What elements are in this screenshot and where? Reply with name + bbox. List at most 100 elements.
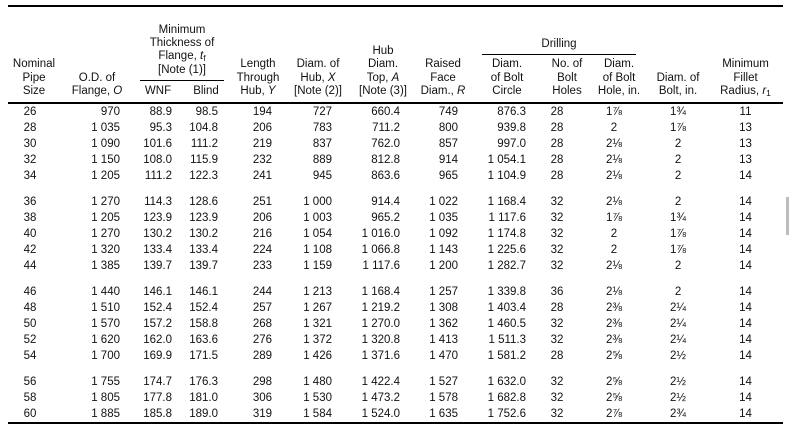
cell-blind: 128.6 [189, 196, 218, 208]
cell-od: 1 440 [91, 286, 120, 298]
cell-fillet_r: 14 [739, 302, 752, 314]
cell-od: 1 885 [91, 408, 120, 420]
cell-wnf: 130.2 [143, 228, 172, 240]
cell-raised_r: 1 308 [429, 302, 458, 314]
cell-length_y: 244 [252, 286, 272, 298]
cell-raised_r: 1 578 [429, 392, 458, 404]
table-header: Nominal Pipe Size O.D. of Flange, O Mini… [8, 6, 784, 104]
table-body: 26 970 88.9 98.5 194 727 660.4 749 876.3 28 1⅞ 1¾ 11… [8, 103, 783, 423]
cell-length_y: 206 [252, 122, 272, 134]
cell-blind: 104.8 [189, 122, 218, 134]
cell-blind: 111.2 [190, 138, 218, 150]
cell-raised_r: 1 022 [429, 196, 458, 208]
cell-bolt_hole: 1⅞ [606, 212, 622, 224]
variable-O: O [113, 84, 123, 97]
cell-bolt: 2¼ [670, 318, 687, 330]
cell-bolt_hole: 2⅜ [606, 302, 622, 314]
col-group-flange-thickness: Minimum Thickness of Flange, tf [Note (1… [134, 6, 230, 104]
cell-od: 1 270 [91, 196, 120, 208]
cell-size: 50 [23, 318, 37, 330]
cell-length_y: 251 [252, 196, 272, 208]
group-gap-cell [8, 274, 783, 284]
cell-bolt_holes: 28 [550, 170, 564, 182]
cell-blind: 146.1 [189, 286, 218, 298]
cell-hub_a: 1 422.4 [361, 376, 400, 388]
header-label: Hub Diam. Top, [366, 45, 399, 84]
cell-bolt_circle: 1 460.5 [487, 318, 526, 330]
cell-bolt_holes: 32 [550, 260, 564, 272]
cell-blind: 163.6 [189, 334, 218, 346]
cell-hub_x: 1 321 [303, 318, 332, 330]
cell-wnf: 111.2 [144, 170, 172, 182]
cell-wnf: 101.6 [143, 138, 172, 150]
cell-hub_a: 711.2 [372, 122, 400, 134]
cell-bolt_holes: 32 [550, 196, 564, 208]
cell-bolt: 2½ [670, 350, 687, 362]
cell-bolt: 1⅞ [670, 244, 687, 256]
cell-od: 1 510 [91, 302, 120, 314]
cell-bolt_hole: 1⅞ [606, 106, 622, 118]
table-row-nps-50: 50 1 570 157.2 158.8 268 1 321 1 270.0 1 362 1 4… [8, 316, 783, 332]
table-row-nps-44: 44 1 385 139.7 139.7 233 1 159 1 117.6 1 200 1 2… [8, 258, 783, 274]
cell-bolt_circle: 1 752.6 [487, 408, 526, 420]
cell-size: 32 [23, 154, 37, 166]
cell-bolt: 2 [674, 196, 682, 208]
cell-fillet_r: 14 [739, 286, 752, 298]
cell-length_y: 298 [252, 376, 272, 388]
cell-bolt_holes: 28 [550, 138, 564, 150]
cell-bolt: 2½ [670, 392, 687, 404]
cell-fillet_r: 13 [739, 122, 752, 134]
cell-hub_a: 1 473.2 [361, 392, 400, 404]
cell-fillet_r: 14 [739, 212, 752, 224]
scrollbar-fragment[interactable] [786, 197, 789, 235]
header-label: Diam. of Hub, [296, 58, 340, 84]
cell-hub_a: 762.0 [371, 138, 400, 150]
cell-bolt_circle: 1 581.2 [487, 350, 526, 362]
cell-fillet_r: 14 [739, 350, 752, 362]
cell-hub_a: 660.4 [371, 106, 400, 118]
table-row-nps-26: 26 970 88.9 98.5 194 727 660.4 749 876.3 28 1⅞ 1¾ 11 [8, 103, 783, 120]
cell-bolt_holes: 36 [550, 286, 564, 298]
cell-bolt_holes: 32 [550, 376, 564, 388]
cell-bolt_holes: 28 [550, 302, 564, 314]
cell-bolt_circle: 1 403.4 [487, 302, 526, 314]
cell-length_y: 289 [252, 350, 272, 362]
col-header-raised-face-diam: Raised Face Diam., R [416, 6, 470, 104]
group-gap-cell [8, 184, 783, 194]
header-label: Length Through Hub, [236, 58, 280, 97]
cell-wnf: 185.8 [143, 408, 172, 420]
cell-length_y: 219 [252, 138, 272, 150]
cell-raised_r: 800 [438, 122, 458, 134]
cell-blind: 152.4 [189, 302, 218, 314]
cell-wnf: 169.9 [143, 350, 172, 362]
cell-hub_a: 1 016.0 [361, 228, 400, 240]
cell-hub_x: 1 003 [303, 212, 332, 224]
cell-od: 1 090 [91, 138, 120, 150]
cell-length_y: 224 [252, 244, 272, 256]
cell-raised_r: 1 143 [429, 244, 458, 256]
group-gap-row [8, 184, 783, 194]
col-header-blind: Blind [193, 84, 219, 97]
cell-size: 52 [23, 334, 37, 346]
cell-size: 60 [23, 408, 37, 420]
cell-bolt_circle: 1 682.8 [487, 392, 526, 404]
cell-bolt: 2 [674, 170, 682, 182]
group-label-drilling: Drilling [482, 38, 637, 56]
cell-bolt_circle: 1 511.3 [488, 334, 526, 346]
variable-Y: Y [267, 84, 276, 97]
cell-bolt_circle: 939.8 [497, 122, 526, 134]
cell-size: 42 [23, 244, 37, 256]
cell-hub_a: 1 371.6 [361, 350, 400, 362]
cell-fillet_r: 14 [739, 196, 752, 208]
cell-blind: 181.0 [189, 392, 218, 404]
cell-blind: 133.4 [189, 244, 218, 256]
cell-od: 1 385 [91, 260, 120, 272]
cell-blind: 123.9 [189, 212, 218, 224]
cell-raised_r: 1 470 [429, 350, 458, 362]
cell-raised_r: 749 [438, 106, 458, 118]
cell-fillet_r: 14 [739, 408, 752, 420]
table-row-nps-42: 42 1 320 133.4 133.4 224 1 108 1 066.8 1 143 1 2… [8, 242, 783, 258]
cell-fillet_r: 14 [739, 260, 752, 272]
group-gap-row [8, 274, 783, 284]
